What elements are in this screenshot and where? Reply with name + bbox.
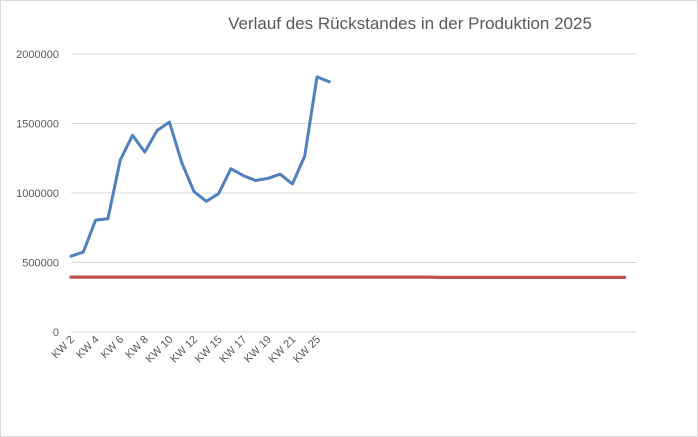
y-axis-ticks: 0 500000 1000000 1500000 2000000 <box>16 49 59 339</box>
y-tick-label: 1500000 <box>16 119 59 131</box>
series-lines <box>69 75 627 279</box>
x-tick-label: KW 6 <box>99 334 127 362</box>
y-tick-label: 1000000 <box>16 188 59 200</box>
series-line-1 <box>69 75 331 258</box>
chart-title: Verlauf des Rückstandes in der Produktio… <box>228 14 592 33</box>
x-tick-label: KW 25 <box>291 334 323 366</box>
y-tick-label: 2000000 <box>16 49 59 61</box>
gridlines <box>71 53 637 333</box>
y-tick-label: 0 <box>53 327 59 339</box>
x-tick-label: KW 4 <box>74 334 102 362</box>
y-tick-label: 500000 <box>22 258 59 270</box>
